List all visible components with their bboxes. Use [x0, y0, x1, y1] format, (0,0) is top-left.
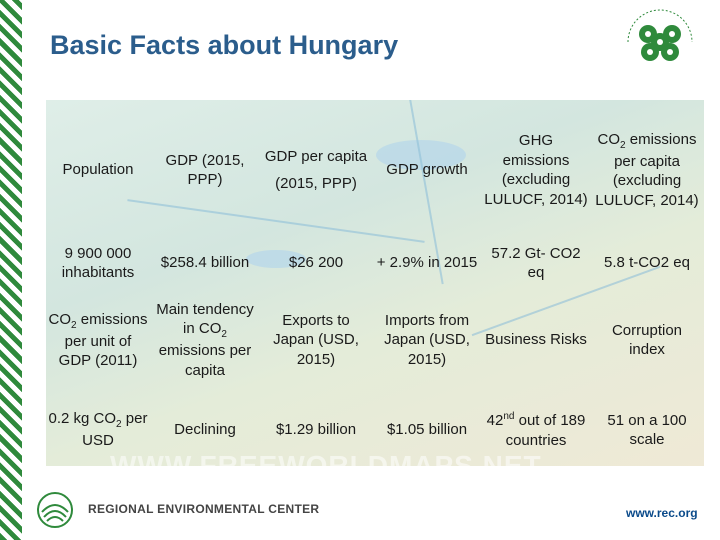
exports-label: Exports to Japan (USD, 2015) — [273, 311, 359, 368]
business-risks-label: Business Risks — [485, 331, 587, 349]
rank-number: 42 — [486, 412, 504, 429]
gdp-per-capita-subtitle: (2015, PPP) — [275, 175, 357, 192]
gdp-growth-value: + 2.9% in 2015 — [376, 254, 478, 272]
hungary-map-background — [46, 100, 704, 466]
co2-per-gdp-label: CO2 emissions per unit of GDP (2011) — [46, 286, 150, 394]
co2-per-capita-value: 5.8 t-CO2 eq — [604, 254, 690, 272]
map-lake — [246, 250, 306, 268]
gdp-per-capita-value: $26 200 — [288, 254, 344, 272]
co2-label-text: emissions per capita (excluding LULUCF, … — [595, 130, 699, 209]
imports-label: Imports from Japan (USD, 2015) — [384, 311, 470, 368]
co2-per-gdp-value: 0.2 kg CO2 per USD — [46, 394, 150, 466]
page-title: Basic Facts about Hungary — [50, 30, 399, 60]
exports-value: $1.29 billion — [275, 421, 357, 439]
co2-value-unit: per USD — [82, 410, 148, 450]
tendency-label-text: emissions per capita — [158, 342, 252, 379]
subscript: 2 — [71, 319, 77, 331]
co2-gdp-label-text: emissions per unit of GDP (2011) — [58, 310, 148, 370]
imports-value: $1.05 billion — [386, 421, 468, 439]
ghg-label: GHG emissions (excluding LULUCF, 2014) — [484, 132, 588, 208]
co2-text: CO — [597, 130, 621, 148]
footer — [22, 474, 720, 540]
population-label: Population — [62, 161, 134, 179]
tendency-text: Main tendency in CO — [156, 300, 254, 338]
table-row: 0.2 kg CO2 per USD Declining $1.29 billi… — [46, 394, 704, 466]
population-value: 9 900 000 inhabitants — [61, 244, 135, 282]
gdp-per-capita-label: GDP per capita (2015, PPP) — [260, 100, 372, 240]
table-row: CO2 emissions per unit of GDP (2011) Mai… — [46, 286, 704, 394]
co2-per-capita-label: CO2 emissions per capita (excluding LULU… — [590, 100, 704, 240]
organization-name: REGIONAL ENVIRONMENTAL CENTER — [88, 502, 320, 516]
gdp-label: GDP (2015, PPP) — [165, 151, 245, 189]
website-link[interactable]: www.rec.org — [626, 506, 698, 520]
chain-border-decoration — [0, 0, 22, 540]
rec-logo-icon — [30, 490, 80, 530]
superscript: nd — [503, 411, 515, 422]
co2-value-text: 0.2 kg CO — [48, 410, 117, 428]
subscript: 2 — [221, 329, 227, 341]
business-risks-value: 42nd out of 189 countries — [482, 394, 590, 466]
table-row: 9 900 000 inhabitants $258.4 billion $26… — [46, 240, 704, 286]
rank-text: out of 189 countries — [505, 412, 586, 449]
ghg-value: 57.2 Gt- CO2 eq — [491, 244, 581, 282]
tendency-label: Main tendency in CO2 emissions per capit… — [150, 286, 260, 394]
subscript: 2 — [116, 419, 122, 431]
corruption-index-value: 51 on a 100 scale — [607, 411, 687, 449]
rec-20-years-logo — [610, 4, 710, 84]
map-lake — [376, 140, 466, 170]
gdp-growth-label: GDP growth — [386, 161, 468, 179]
corruption-index-label: Corruption index — [611, 321, 683, 359]
subscript: 2 — [620, 139, 626, 151]
tendency-value: Declining — [174, 421, 236, 439]
watermark: WWW.FREEWORLDMAPS.NET — [110, 450, 542, 481]
gdp-value: $258.4 billion — [160, 254, 250, 272]
facts-table: Population GDP (2015, PPP) GDP per capit… — [46, 100, 704, 466]
gdp-per-capita-title: GDP per capita — [264, 147, 368, 165]
co2-text: CO — [48, 310, 72, 328]
table-row: Population GDP (2015, PPP) GDP per capit… — [46, 100, 704, 240]
